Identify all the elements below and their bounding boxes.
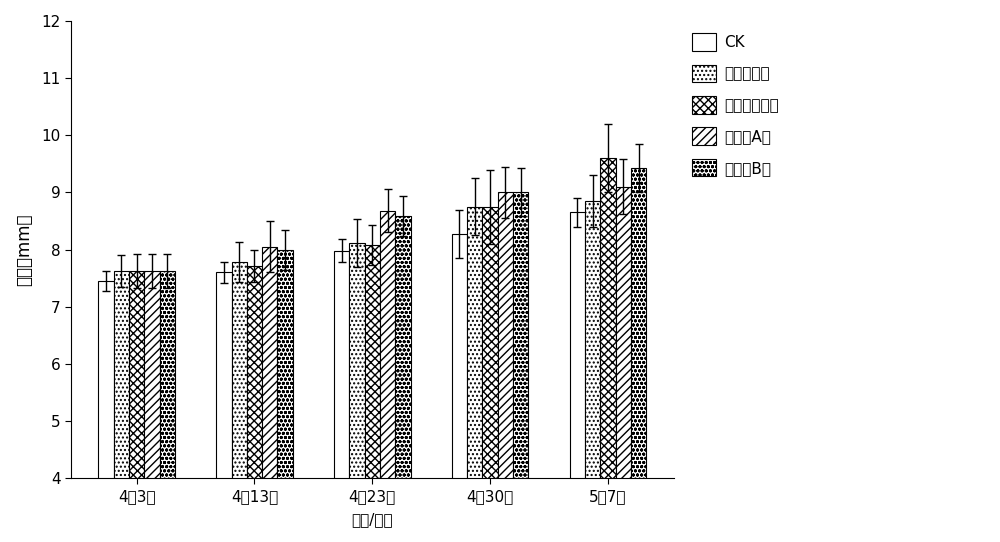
Bar: [380, 211, 395, 542]
Bar: [498, 192, 513, 542]
Bar: [232, 262, 247, 542]
Bar: [349, 243, 365, 542]
Bar: [365, 245, 380, 542]
Bar: [616, 187, 631, 542]
Bar: [395, 216, 411, 542]
X-axis label: 日期/组别: 日期/组别: [351, 512, 393, 527]
Bar: [467, 207, 482, 542]
Bar: [585, 201, 600, 542]
Bar: [247, 266, 262, 542]
Bar: [216, 273, 232, 542]
Bar: [98, 281, 114, 542]
Bar: [114, 272, 129, 542]
Bar: [570, 212, 585, 542]
Bar: [334, 251, 349, 542]
Bar: [160, 271, 175, 542]
Bar: [513, 192, 528, 542]
Legend: CK, 短乳杆菌组, 植物乳杆菌组, 复合菌A组, 复合菌B组: CK, 短乳杆菌组, 植物乳杆菌组, 复合菌A组, 复合菌B组: [687, 29, 783, 181]
Bar: [129, 271, 144, 542]
Bar: [482, 207, 498, 542]
Y-axis label: 茎粗（mm）: 茎粗（mm）: [15, 214, 33, 286]
Bar: [262, 247, 277, 542]
Bar: [631, 169, 646, 542]
Bar: [600, 158, 616, 542]
Bar: [452, 234, 467, 542]
Bar: [144, 272, 160, 542]
Bar: [277, 250, 293, 542]
